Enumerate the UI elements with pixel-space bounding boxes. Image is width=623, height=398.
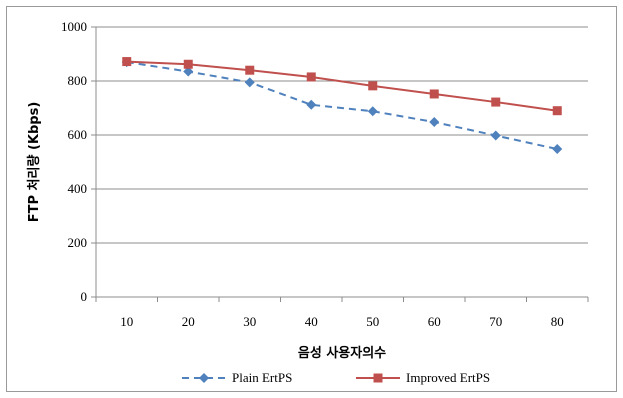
y-tick-label-600: 600 xyxy=(68,127,88,142)
legend-marker-improved-ertps xyxy=(373,373,383,383)
x-tick-label-10: 10 xyxy=(120,314,133,329)
point-improved-ertps-20 xyxy=(183,59,193,69)
x-tick-label-80: 80 xyxy=(551,314,564,329)
series-improved-ertps xyxy=(122,57,562,116)
point-improved-ertps-70 xyxy=(491,97,501,107)
point-plain-ertps-50 xyxy=(367,106,378,117)
point-plain-ertps-20 xyxy=(183,66,194,77)
point-improved-ertps-40 xyxy=(306,72,316,82)
chart-frame xyxy=(6,6,617,392)
legend-label-improved-ertps: Improved ErtPS xyxy=(406,370,490,385)
x-tick-label-60: 60 xyxy=(428,314,441,329)
point-improved-ertps-10 xyxy=(122,57,132,67)
x-axis-title: 음성 사용자의수 xyxy=(298,345,386,361)
legend-item-plain-ertps: Plain ErtPS xyxy=(182,370,292,385)
point-plain-ertps-30 xyxy=(244,77,255,88)
y-tick-label-1000: 1000 xyxy=(61,19,87,34)
y-tick-label-400: 400 xyxy=(68,181,88,196)
point-plain-ertps-60 xyxy=(429,117,440,128)
y-tick-labels: 0 200 400 600 800 1000 xyxy=(61,19,87,304)
gridlines xyxy=(96,26,588,244)
point-improved-ertps-30 xyxy=(245,65,255,75)
legend-item-improved-ertps: Improved ErtPS xyxy=(356,370,490,385)
y-axis-title: FTP 처리량 (Kbps) xyxy=(26,102,42,223)
series-group xyxy=(121,57,563,155)
x-tick-label-20: 20 xyxy=(182,314,195,329)
legend-marker-plain-ertps xyxy=(199,373,209,383)
point-improved-ertps-80 xyxy=(552,106,562,116)
y-tick-label-800: 800 xyxy=(68,73,88,88)
x-tick-label-30: 30 xyxy=(243,314,256,329)
legend-label-plain-ertps: Plain ErtPS xyxy=(232,370,292,385)
point-improved-ertps-60 xyxy=(429,89,439,99)
series-line-plain-ertps xyxy=(126,61,558,151)
axes xyxy=(91,26,589,302)
x-tick-label-70: 70 xyxy=(489,314,502,329)
y-tick-label-0: 0 xyxy=(81,289,88,304)
point-plain-ertps-40 xyxy=(306,99,317,110)
series-line-improved-ertps xyxy=(126,60,558,112)
point-plain-ertps-80 xyxy=(552,144,563,155)
x-tick-label-50: 50 xyxy=(366,314,379,329)
point-improved-ertps-50 xyxy=(368,81,378,91)
legend: Plain ErtPS Improved ErtPS xyxy=(182,370,490,385)
x-tick-labels: 10 20 30 40 50 60 70 80 xyxy=(120,314,564,329)
y-tick-label-200: 200 xyxy=(68,235,88,250)
x-tick-label-40: 40 xyxy=(305,314,318,329)
point-plain-ertps-70 xyxy=(490,130,501,141)
